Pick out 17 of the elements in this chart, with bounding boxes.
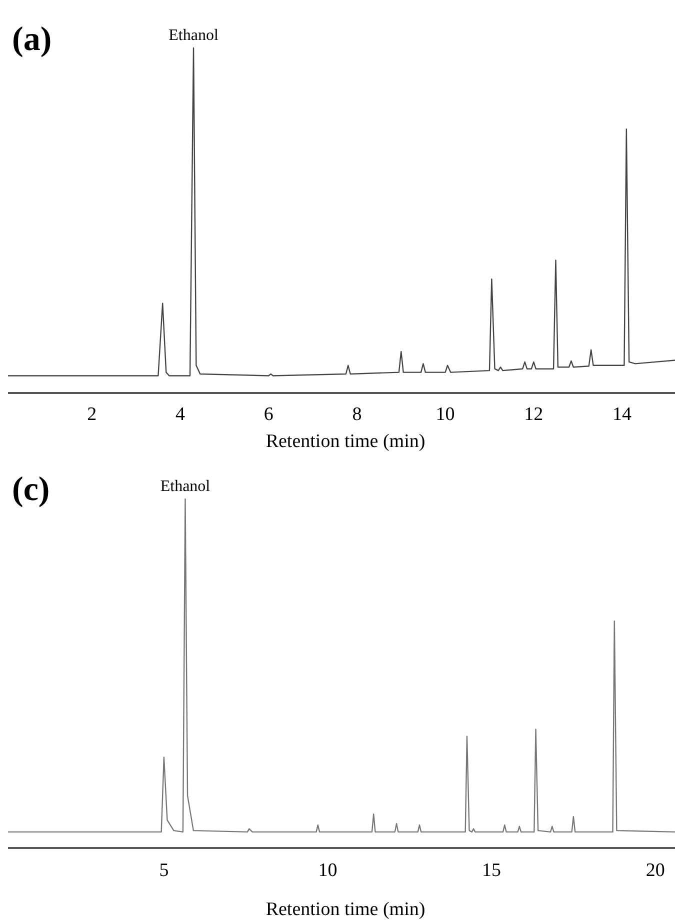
x-tick-label: 5: [159, 860, 169, 881]
annotation: Ethanol: [160, 478, 211, 495]
x-tick-label: 15: [482, 860, 502, 881]
x-tick-label: 2: [87, 404, 97, 425]
x-axis-title: Retention time (min): [266, 899, 426, 920]
x-tick-label: 8: [352, 404, 362, 425]
x-tick-label: 12: [524, 404, 544, 425]
annotation: Ethanol: [168, 27, 219, 44]
x-tick-label: 14: [612, 404, 632, 425]
x-tick-label: 10: [318, 860, 338, 881]
chart-title: (c): [12, 471, 50, 508]
x-tick-label: 10: [436, 404, 455, 425]
x-tick-label: 6: [264, 404, 274, 425]
x-axis-title: Retention time (min): [266, 431, 426, 452]
x-tick-label: 20: [646, 860, 665, 881]
chart-title: (a): [12, 21, 52, 58]
x-tick-label: 4: [176, 404, 186, 425]
